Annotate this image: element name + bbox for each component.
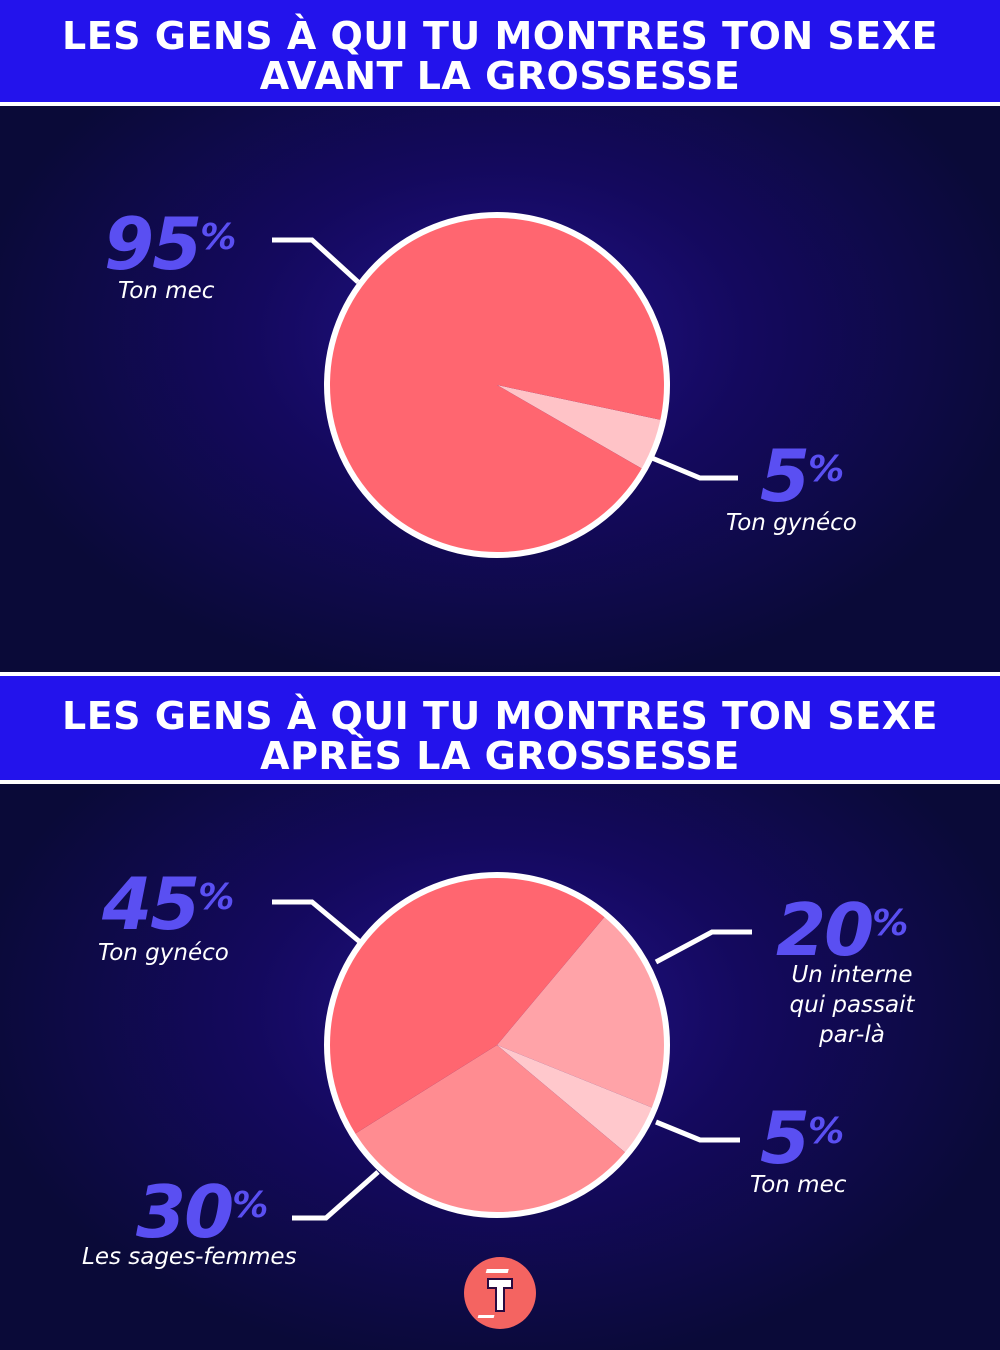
header-title-line2: APRÈS LA GROSSESSE (260, 734, 740, 778)
data-label-percent: 95% (104, 202, 237, 286)
slice-label: Ton mec (750, 1172, 847, 1198)
slice-label: Ton gynéco (726, 510, 857, 536)
header-before: LES GENS À QUI TU MONTRES TON SEXE AVANT… (0, 0, 1000, 106)
header-title-line1: LES GENS À QUI TU MONTRES TON SEXE (62, 694, 938, 738)
pie-slice-ton-gyn-co (326, 875, 607, 1136)
logo (464, 1257, 536, 1329)
slice-label: Ton gynéco (98, 940, 229, 966)
pie-slice-ton-mec (497, 1045, 655, 1155)
leader-line-sages-femmes (292, 1170, 380, 1221)
data-label-percent: 20% (776, 888, 909, 972)
pie-slice-ton-mec (327, 214, 667, 555)
leader-line-ton-gyneco (272, 899, 362, 944)
header-title-line2: AVANT LA GROSSESSE (259, 54, 741, 98)
leader-line-ton-mec (655, 1119, 740, 1143)
data-label-percent: 5% (760, 1096, 845, 1180)
slice-label: Ton mec (118, 278, 215, 304)
leader-line-interne (654, 929, 752, 965)
leader-line-ton-mec (272, 237, 360, 284)
pie-slice-les-sages-femmes (352, 1045, 628, 1215)
pie-outline (324, 872, 670, 1218)
slice-label: Les sages-femmes (82, 1244, 297, 1270)
header-after: LES GENS À QUI TU MONTRES TON SEXE APRÈS… (0, 672, 1000, 784)
leader-line-ton-gyneco (651, 455, 738, 481)
pie-slice-ton-gyn-co (497, 385, 664, 470)
pie-outline (324, 212, 670, 558)
data-label-percent: 5% (760, 434, 845, 518)
data-label-percent: 30% (136, 1170, 269, 1254)
pie-slice-un-interne-qui-passait-par-l- (497, 914, 667, 1109)
slice-label: Un interne qui passait par-là (789, 962, 915, 1048)
data-label-percent: 45% (102, 862, 235, 946)
header-title-line1: LES GENS À QUI TU MONTRES TON SEXE (62, 14, 938, 58)
pie-chart-before (272, 212, 738, 558)
